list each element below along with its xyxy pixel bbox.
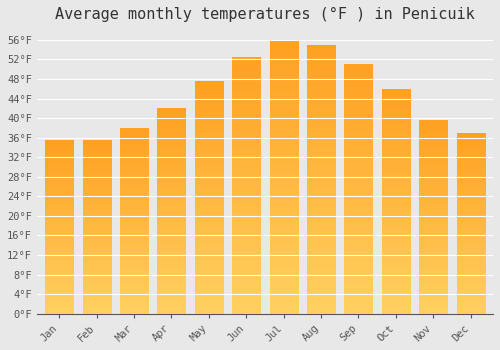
Bar — [307, 45, 335, 314]
Bar — [382, 89, 410, 314]
Bar — [45, 140, 74, 314]
Bar — [419, 120, 447, 314]
Bar — [270, 40, 297, 314]
Bar — [344, 64, 372, 314]
Bar — [195, 82, 223, 314]
Bar — [158, 108, 186, 314]
Bar — [82, 140, 110, 314]
Bar — [120, 128, 148, 314]
Bar — [232, 57, 260, 314]
Bar — [456, 133, 484, 314]
Title: Average monthly temperatures (°F ) in Penicuik: Average monthly temperatures (°F ) in Pe… — [55, 7, 475, 22]
